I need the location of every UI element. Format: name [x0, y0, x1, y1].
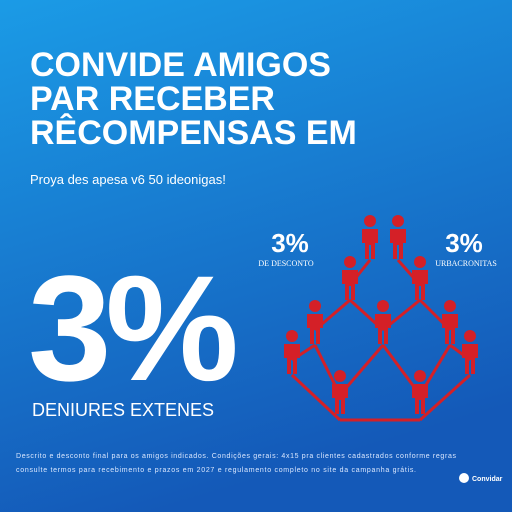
left-label: DE DESCONTO	[258, 259, 313, 268]
logo-text: Convidar	[472, 476, 503, 483]
hero-caption: DENIURES EXTENES	[32, 400, 214, 420]
title-line: CONVIDE AMIGOS	[30, 46, 331, 84]
subtitle: Proya des apesa v6 50 ideonigas!	[30, 172, 226, 187]
big-value: 3%	[28, 244, 235, 412]
left-value: 3%	[271, 228, 309, 258]
title-line: PAR RECEBER	[30, 80, 275, 118]
network-links	[290, 259, 472, 422]
title-line: RÊCOMPENSAS EM	[30, 114, 357, 152]
right-label: URBACRONITAS	[435, 259, 497, 268]
logo-icon	[459, 473, 469, 483]
right-value: 3%	[445, 228, 483, 258]
footer-line: Descrito e desconto final para os amigos…	[16, 453, 457, 460]
footer-line: consulte termos para recebimento e prazo…	[16, 467, 416, 474]
